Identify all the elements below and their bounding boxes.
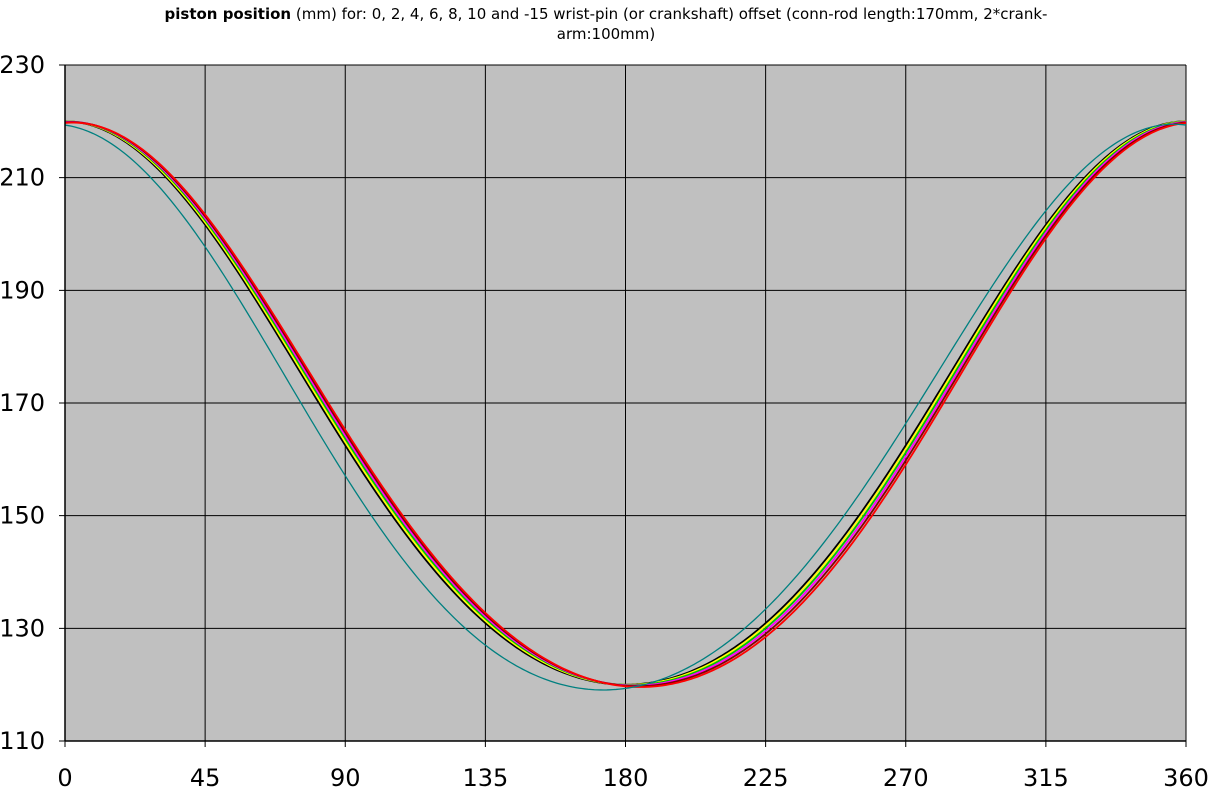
x-tick-label: 0 [57,764,72,792]
y-tick-label: 230 [0,51,45,79]
axes [64,65,1186,742]
x-tick-label: 135 [462,764,508,792]
chart-title-rest: (mm) for: 0, 2, 4, 6, 8, 10 and -15 wris… [291,5,1048,23]
x-tick-label: 360 [1163,764,1209,792]
x-tick-label: 270 [883,764,929,792]
series-line-offset-10 [64,121,1187,688]
y-tick-label: 170 [0,389,45,417]
x-tick-label: 225 [743,764,789,792]
y-tick-label: 190 [0,276,45,304]
chart-title: piston position (mm) for: 0, 2, 4, 6, 8,… [0,4,1212,44]
series-group [64,120,1187,691]
chart-title-line2: arm:100mm) [556,25,656,43]
y-tick-label: 110 [0,727,45,755]
chart-title-bold: piston position [164,5,292,23]
y-tick-label: 210 [0,164,45,192]
x-tick-label: 180 [603,764,649,792]
tick-labels: 0 45 90 135 180 225 270 315 360 110 130 150 170 190 21… [0,51,1209,792]
x-tick-label: 90 [330,764,361,792]
x-tick-label: 315 [1023,764,1069,792]
x-tick-label: 45 [190,764,221,792]
y-tick-label: 150 [0,502,45,530]
y-tick-label: 130 [0,614,45,642]
series-line-offset--15 [64,123,1187,691]
